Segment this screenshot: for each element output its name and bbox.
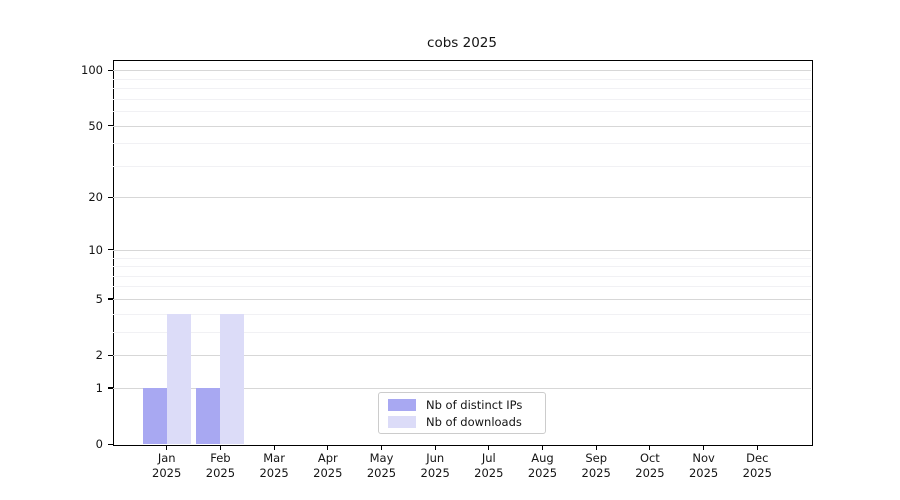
legend-label-downloads: Nb of downloads (426, 414, 522, 429)
y-tickmark (108, 443, 113, 445)
x-tickmark (327, 445, 329, 450)
x-tickmark (541, 445, 544, 450)
y-tick-label: 5 (95, 291, 103, 306)
bar-downloads (220, 313, 245, 444)
legend-label-distinct-ips: Nb of distinct IPs (426, 397, 523, 412)
y-tickmark (108, 69, 113, 71)
x-tick-label: Oct 2025 (635, 451, 665, 480)
gridline-minor (113, 143, 811, 145)
x-tick-label: Feb 2025 (205, 451, 236, 480)
gridline-minor (113, 257, 811, 259)
x-tick-label: Jan 2025 (152, 451, 182, 480)
y-tickmark (108, 125, 113, 127)
legend-swatch-distinct-ips (388, 398, 416, 411)
legend-swatch-downloads (388, 415, 416, 428)
x-tickmark (434, 445, 436, 450)
x-tickmark (703, 445, 705, 450)
gridline-major (113, 70, 811, 72)
x-tickmark (166, 445, 168, 450)
y-tickmark (108, 354, 113, 356)
y-tickmark (108, 249, 113, 251)
x-tick-label: Dec 2025 (742, 451, 772, 480)
y-tick-label: 50 (88, 118, 103, 133)
gridline-minor (113, 266, 811, 268)
gridline-minor (113, 98, 811, 100)
gridline-minor (113, 78, 811, 80)
bar-distinct-ips (142, 387, 167, 444)
x-tick-label: May 2025 (366, 451, 397, 480)
legend-row-downloads: Nb of downloads (379, 415, 545, 429)
x-tickmark (756, 445, 758, 450)
gridline-minor (113, 111, 811, 113)
legend: Nb of distinct IPs Nb of downloads (378, 392, 546, 434)
chart-title: cobs 2025 (427, 35, 497, 51)
x-tickmark (380, 445, 383, 450)
gridline-major (113, 125, 811, 127)
y-tick-label: 0 (95, 437, 103, 451)
y-tick-label: 20 (88, 190, 103, 205)
x-tickmark (595, 445, 597, 450)
bar-downloads (166, 313, 191, 444)
gridline-minor (113, 88, 811, 90)
gridline-minor (113, 313, 811, 315)
x-tick-label: Sep 2025 (581, 451, 611, 480)
x-tickmark (488, 445, 490, 450)
x-tick-label: Jul 2025 (474, 451, 504, 480)
x-tickmark (649, 445, 651, 450)
gridline-major (113, 387, 811, 389)
x-tick-label: Jun 2025 (420, 451, 450, 480)
y-tickmark (108, 298, 113, 300)
gridline-minor (113, 286, 811, 288)
y-tick-label: 100 (81, 63, 103, 78)
plot-area (113, 60, 813, 446)
y-tick-label: 10 (88, 242, 103, 257)
x-tickmark (219, 445, 221, 450)
gridline-minor (113, 165, 811, 167)
x-tick-label: Aug 2025 (527, 451, 558, 480)
gridline-major (113, 355, 811, 356)
y-tickmark (108, 196, 113, 199)
x-tick-label: Apr 2025 (313, 451, 343, 480)
gridline-minor (113, 275, 811, 277)
gridline-minor (113, 331, 811, 333)
gridline-major (113, 298, 811, 300)
gridline-major (113, 249, 811, 251)
y-tick-label: 1 (95, 380, 103, 395)
gridline-major (113, 197, 811, 199)
x-tick-label: Nov 2025 (688, 451, 719, 480)
x-tickmark (273, 445, 275, 450)
y-tickmark (108, 387, 113, 389)
bar-distinct-ips (196, 387, 221, 444)
y-tick-label: 2 (95, 348, 103, 362)
legend-row-distinct-ips: Nb of distinct IPs (379, 398, 545, 412)
x-tick-label: Mar 2025 (259, 451, 289, 480)
